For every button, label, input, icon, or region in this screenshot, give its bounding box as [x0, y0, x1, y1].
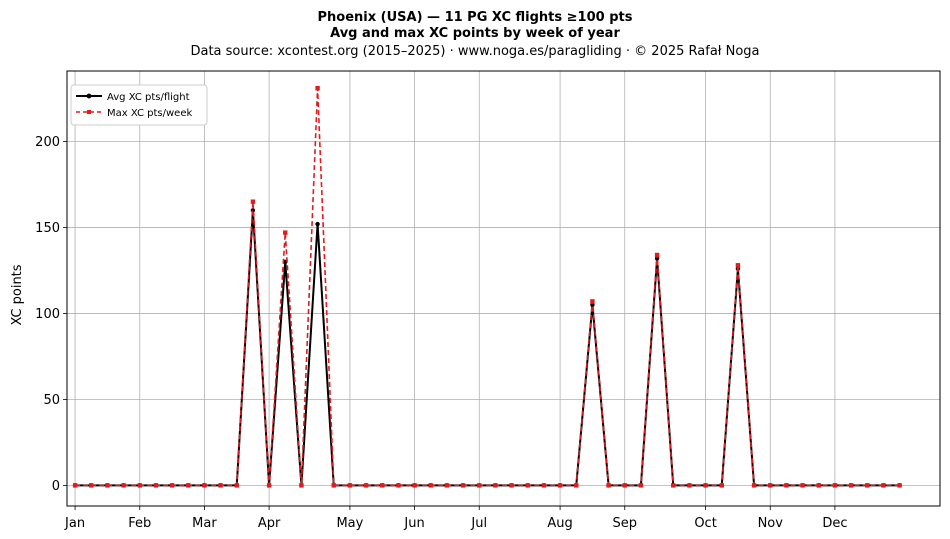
series-line-max — [75, 87, 900, 487]
max-point — [412, 483, 417, 488]
max-point — [202, 483, 207, 488]
max-point — [509, 483, 514, 488]
plot-frame — [66, 70, 941, 507]
legend-avg-label: Avg XC pts/flight — [107, 92, 190, 103]
series — [72, 85, 902, 488]
max-point — [477, 483, 482, 488]
chart-title-line1: Phoenix (USA) — 11 PG XC flights ≥100 pt… — [318, 10, 633, 25]
avg-point — [654, 256, 660, 261]
max-point — [751, 483, 757, 488]
max-point — [574, 483, 579, 488]
max-point — [315, 85, 320, 91]
x-tick-label-mar: Mar — [192, 516, 217, 531]
max-point — [266, 483, 272, 488]
max-point — [105, 483, 110, 488]
max-point — [557, 483, 563, 488]
max-point — [283, 230, 288, 235]
y-tick-label: 0 — [52, 479, 60, 494]
chart-title-line2: Avg and max XC points by week of year — [330, 26, 620, 41]
x-tick-label-aug: Aug — [547, 516, 572, 531]
max-point — [687, 483, 692, 488]
x-tick-label-jan: Jan — [64, 516, 85, 531]
max-point — [590, 299, 595, 304]
max-point — [897, 483, 902, 488]
y-tick-label: 100 — [35, 307, 60, 322]
max-point — [153, 483, 159, 488]
max-point — [169, 483, 175, 488]
x-tick-label-oct: Oct — [694, 516, 716, 531]
legend-max-label: Max XC pts/week — [107, 108, 192, 119]
max-point — [72, 483, 78, 488]
max-point — [444, 483, 450, 488]
max-point — [186, 483, 191, 488]
y-tick-label: 50 — [43, 393, 60, 408]
legend-avg-marker — [86, 93, 92, 99]
x-tick-label-jul: Jul — [470, 516, 487, 531]
legend: Avg XC pts/flight Max XC pts/week — [70, 84, 208, 126]
x-tick-label-dec: Dec — [822, 516, 847, 531]
max-point — [218, 483, 223, 488]
legend-box — [70, 84, 208, 126]
max-point — [832, 483, 838, 488]
max-point — [800, 483, 805, 488]
max-point — [735, 263, 741, 268]
max-point — [137, 483, 142, 488]
max-point — [719, 483, 724, 488]
x-tick-label-apr: Apr — [258, 516, 281, 531]
max-point — [654, 252, 660, 258]
max-point — [234, 483, 239, 488]
x-tick-label-sep: Sep — [612, 516, 637, 531]
ticks: 0 50 100 150 200 Jan Feb Mar Apr May Jun Jul Aug Sep O… — [35, 135, 847, 531]
max-point — [784, 483, 789, 488]
max-point — [89, 483, 94, 488]
max-point — [638, 483, 644, 488]
y-tick-label: 200 — [35, 135, 60, 150]
max-point — [493, 483, 498, 488]
max-point — [525, 483, 530, 488]
max-point — [363, 483, 369, 488]
max-point — [460, 483, 466, 488]
max-point — [816, 483, 821, 488]
legend-max-marker — [87, 110, 91, 114]
x-tick-label-jun: Jun — [403, 516, 424, 531]
avg-point — [315, 221, 320, 227]
max-point — [299, 483, 304, 488]
x-tick-label-may: May — [336, 516, 363, 531]
max-point — [428, 483, 433, 488]
y-axis-label: XC points — [10, 264, 25, 325]
x-tick-label-nov: Nov — [758, 516, 784, 531]
max-point — [606, 483, 611, 488]
max-point — [121, 483, 126, 488]
max-point — [331, 483, 336, 488]
max-point — [541, 483, 547, 488]
y-tick-label: 150 — [35, 221, 60, 236]
max-point — [848, 483, 854, 488]
x-tick-label-feb: Feb — [128, 516, 151, 531]
max-point — [865, 483, 870, 488]
grid — [67, 71, 940, 506]
max-point — [703, 483, 708, 488]
max-point — [380, 483, 385, 488]
series-line-avg — [75, 209, 900, 487]
chart-subtitle: Data source: xcontest.org (2015–2025) · … — [190, 44, 759, 59]
max-point — [622, 483, 627, 488]
max-point — [396, 483, 401, 488]
max-point — [347, 483, 353, 488]
max-point — [881, 483, 886, 488]
max-point — [768, 483, 773, 488]
max-point — [671, 483, 676, 488]
max-point — [250, 199, 256, 204]
avg-point — [590, 302, 595, 308]
